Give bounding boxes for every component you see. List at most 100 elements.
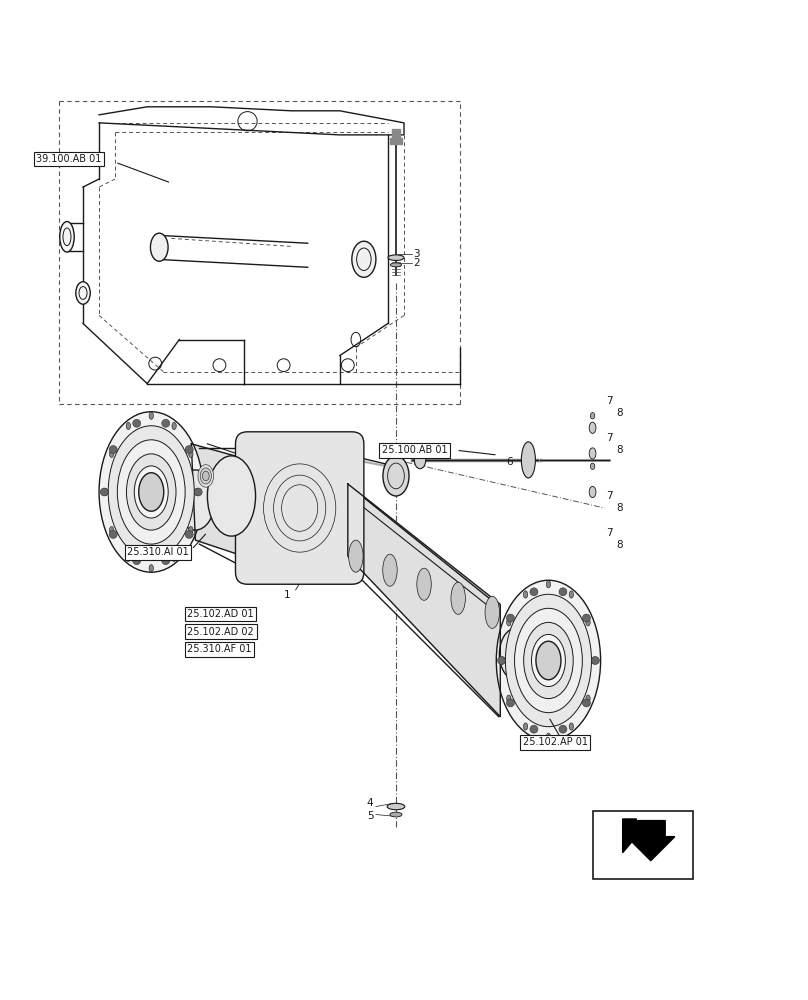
Ellipse shape [532,634,566,687]
Ellipse shape [388,255,404,260]
Circle shape [162,557,170,565]
Ellipse shape [126,554,131,562]
Ellipse shape [500,657,505,664]
Ellipse shape [200,468,212,484]
Text: 8: 8 [616,445,622,455]
Ellipse shape [99,412,204,572]
Polygon shape [347,484,500,717]
Ellipse shape [189,526,193,534]
Text: 5: 5 [367,811,373,821]
Ellipse shape [591,463,595,470]
Circle shape [162,419,170,427]
Text: 7: 7 [606,528,612,538]
Circle shape [507,699,515,707]
Ellipse shape [176,470,215,530]
Ellipse shape [195,488,199,496]
Ellipse shape [390,812,402,817]
Circle shape [530,588,538,596]
Text: 25.102.AD 02: 25.102.AD 02 [187,627,254,637]
FancyBboxPatch shape [235,432,364,584]
Text: 25.102.AD 01: 25.102.AD 01 [187,609,254,619]
Text: 6: 6 [506,457,512,467]
Ellipse shape [524,723,528,730]
Text: 8: 8 [616,503,622,513]
Ellipse shape [451,582,465,614]
Text: 1: 1 [284,590,290,600]
Ellipse shape [569,591,574,598]
Ellipse shape [589,448,596,459]
Ellipse shape [109,526,114,534]
Text: 8: 8 [616,408,622,418]
Ellipse shape [60,222,74,252]
Circle shape [109,446,117,454]
Circle shape [498,656,506,665]
Ellipse shape [507,695,511,702]
Ellipse shape [506,594,591,727]
Ellipse shape [149,565,154,572]
Ellipse shape [485,596,499,628]
Ellipse shape [109,450,114,457]
Text: 25.310.AF 01: 25.310.AF 01 [187,644,252,654]
Circle shape [559,725,567,733]
Ellipse shape [591,413,595,419]
Ellipse shape [589,486,596,498]
Text: 4: 4 [367,798,373,808]
Circle shape [133,557,141,565]
Ellipse shape [172,554,176,562]
Ellipse shape [524,591,528,598]
Ellipse shape [592,657,596,664]
Ellipse shape [417,568,431,600]
Circle shape [583,614,591,622]
Circle shape [133,419,141,427]
Bar [390,138,402,144]
Ellipse shape [203,471,209,481]
Ellipse shape [383,554,398,586]
Text: 8: 8 [616,540,622,550]
Bar [592,811,693,879]
Text: 7: 7 [606,491,612,501]
Ellipse shape [589,422,596,433]
Text: 25.100.AB 01: 25.100.AB 01 [381,445,447,455]
Polygon shape [623,819,637,853]
Circle shape [185,530,193,538]
Ellipse shape [383,456,409,496]
Ellipse shape [387,803,405,810]
Ellipse shape [117,440,185,544]
Ellipse shape [149,412,154,419]
Ellipse shape [546,733,550,740]
Circle shape [109,530,117,538]
Text: 39.100.AB 01: 39.100.AB 01 [36,154,102,164]
Ellipse shape [103,488,107,496]
Text: 7: 7 [606,396,612,406]
Ellipse shape [134,466,168,518]
Ellipse shape [189,450,193,457]
Ellipse shape [108,426,194,558]
Text: 2: 2 [414,258,420,268]
Ellipse shape [139,473,164,511]
Ellipse shape [127,454,176,530]
Circle shape [530,725,538,733]
Ellipse shape [586,695,590,702]
Ellipse shape [76,282,90,304]
Circle shape [591,656,600,665]
Ellipse shape [351,241,376,277]
Text: 25.310.AI 01: 25.310.AI 01 [127,547,189,557]
Polygon shape [627,821,675,861]
Ellipse shape [569,723,574,730]
Ellipse shape [507,619,511,626]
Circle shape [583,699,591,707]
Ellipse shape [546,581,550,588]
Ellipse shape [208,456,255,536]
Text: 7: 7 [606,433,612,443]
Ellipse shape [198,465,213,487]
Ellipse shape [499,628,533,680]
Ellipse shape [415,451,426,469]
Circle shape [194,488,202,496]
Ellipse shape [521,442,536,478]
Text: 25.102.AP 01: 25.102.AP 01 [523,737,587,747]
Ellipse shape [172,422,176,430]
Bar [392,129,400,139]
Circle shape [185,446,193,454]
Circle shape [507,614,515,622]
Ellipse shape [586,619,590,626]
